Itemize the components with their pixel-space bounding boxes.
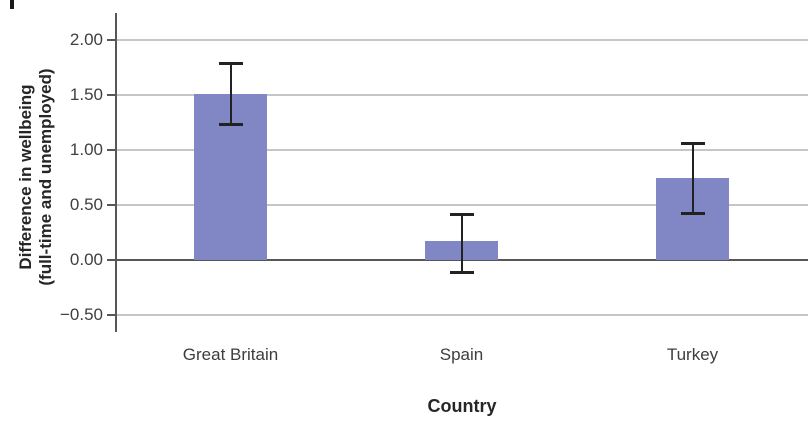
error-bar-cap-top-turkey xyxy=(680,142,705,146)
y-axis-tick xyxy=(107,259,115,261)
error-bar-cap-bottom-turkey xyxy=(680,211,705,215)
gridline xyxy=(115,204,808,206)
gridline xyxy=(115,149,808,151)
y-tick-label: 1.50 xyxy=(69,85,103,104)
error-bar-line-turkey xyxy=(691,143,694,213)
category-label-great-britain: Great Britain xyxy=(182,345,279,364)
y-tick-label: −0.50 xyxy=(59,305,103,324)
y-axis-tick xyxy=(107,39,115,41)
stray-mark xyxy=(10,0,14,9)
y-axis-tick xyxy=(107,94,115,96)
error-bar-cap-top-spain xyxy=(449,212,474,216)
y-tick-label: 1.00 xyxy=(69,140,103,159)
y-axis-title: Difference in wellbeing (full-time and u… xyxy=(16,37,56,317)
gridline xyxy=(115,314,808,316)
y-axis-tick xyxy=(107,149,115,151)
error-bar-line-spain xyxy=(460,213,463,273)
y-axis-line xyxy=(115,13,117,332)
category-label-spain: Spain xyxy=(439,345,484,364)
y-tick-label: 0.00 xyxy=(69,250,103,269)
gridline xyxy=(115,94,808,96)
error-bar-line-great-britain xyxy=(229,63,232,124)
y-axis-tick xyxy=(107,314,115,316)
y-axis-title-line1: Difference in wellbeing xyxy=(16,84,35,270)
category-label-turkey: Turkey xyxy=(666,345,719,364)
error-bar-cap-top-great-britain xyxy=(218,62,243,66)
y-tick-label: 0.50 xyxy=(69,195,103,214)
error-bar-cap-bottom-great-britain xyxy=(218,122,243,126)
y-axis-tick xyxy=(107,204,115,206)
y-axis-title-line2: (full-time and unemployed) xyxy=(36,68,55,286)
gridline xyxy=(115,39,808,41)
y-tick-label: 2.00 xyxy=(69,30,103,49)
x-axis-title: Country xyxy=(427,396,497,416)
error-bar-cap-bottom-spain xyxy=(449,271,474,275)
